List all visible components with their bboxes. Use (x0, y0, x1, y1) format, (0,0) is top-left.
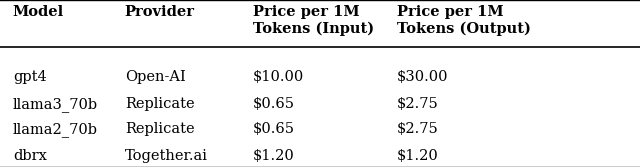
Text: Price per 1M
Tokens (Input): Price per 1M Tokens (Input) (253, 5, 374, 36)
Text: $1.20: $1.20 (397, 149, 438, 163)
Text: $0.65: $0.65 (253, 122, 295, 136)
Text: Replicate: Replicate (125, 97, 195, 111)
Text: $30.00: $30.00 (397, 70, 448, 84)
Text: dbrx: dbrx (13, 149, 47, 163)
Text: $2.75: $2.75 (397, 122, 438, 136)
Text: llama3_70b: llama3_70b (13, 97, 98, 112)
Text: Provider: Provider (125, 5, 195, 19)
Text: $2.75: $2.75 (397, 97, 438, 111)
Text: $1.20: $1.20 (253, 149, 294, 163)
Text: llama2_70b: llama2_70b (13, 122, 98, 137)
Text: $10.00: $10.00 (253, 70, 304, 84)
Text: Open-AI: Open-AI (125, 70, 186, 84)
Text: Price per 1M
Tokens (Output): Price per 1M Tokens (Output) (397, 5, 531, 36)
Text: Model: Model (13, 5, 64, 19)
Text: Together.ai: Together.ai (125, 149, 208, 163)
Text: $0.65: $0.65 (253, 97, 295, 111)
Text: gpt4: gpt4 (13, 70, 47, 84)
Text: Replicate: Replicate (125, 122, 195, 136)
